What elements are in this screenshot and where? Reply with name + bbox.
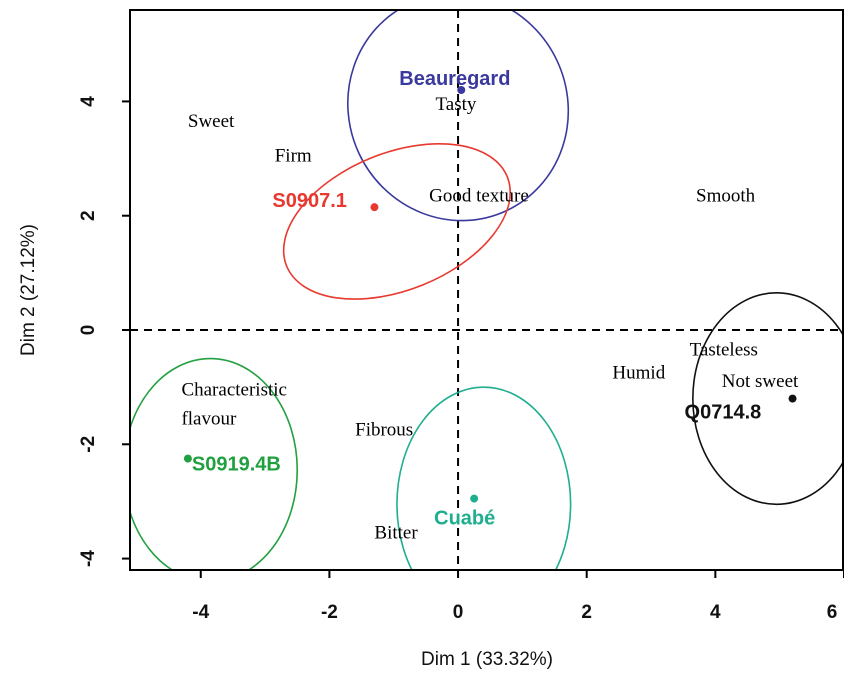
y-tick-label-1: -2 [78,436,99,453]
confidence-ellipse-3 [396,386,572,570]
confidence-ellipse-2 [130,357,299,570]
plot-content: Beauregard S0907.1 S0919.4B Cuabé Q0714.8 Swe… [130,10,844,570]
attribute-label-5: Tasteless [690,340,758,361]
y-axis: -4 -2 0 2 4 [78,96,130,567]
y-axis-title: Dim 2 (27.12%) [18,224,39,356]
y-tick-label-3: 2 [78,210,99,221]
x-axis-title: Dim 1 (33.32%) [421,649,553,670]
x-tick-label-2: 0 [453,602,464,623]
confidence-ellipse-1 [282,142,512,300]
x-tick-label-0: -4 [192,602,209,623]
cultivar-point-2 [183,454,192,463]
x-tick-label-5: 6 [827,602,838,623]
y-tick-label-0: -4 [78,550,99,567]
attribute-label-6: Humid [612,363,665,384]
cultivar-point-3 [470,494,479,503]
cultivar-label-0: Beauregard [399,68,510,90]
attribute-label-7: Not sweet [722,371,799,392]
cultivar-point-0 [457,86,466,94]
attribute-label-2: Tasty [436,94,477,115]
cultivar-label-3: Cuabé [434,508,495,530]
attribute-label-8: Characteristic [181,380,287,401]
x-tick-label-4: 4 [710,602,721,623]
cultivar-label-2: S0919.4B [192,454,281,476]
y-tick-label-2: 0 [78,325,99,336]
cultivar-point-1 [370,203,379,212]
attribute-label-0: Sweet [188,111,235,132]
x-axis: -4 -2 0 2 4 6 [192,570,844,623]
cultivar-label-4: Q0714.8 [685,402,762,424]
x-tick-label-3: 2 [581,602,592,623]
attribute-label-3: Good texture [429,185,529,206]
cultivar-label-1: S0907.1 [272,190,347,212]
attribute-label-10: Fibrous [355,420,413,441]
attribute-label-1: Firm [275,145,312,166]
confidence-ellipse-4 [692,292,844,506]
cultivar-point-4 [788,394,797,403]
plot-frame [129,9,844,571]
y-tick-label-4: 4 [78,96,99,107]
x-tick-label-1: -2 [321,602,338,623]
attribute-label-9: flavour [181,408,237,429]
attribute-label-11: Bitter [374,523,418,544]
attribute-label-4: Smooth [696,185,756,206]
